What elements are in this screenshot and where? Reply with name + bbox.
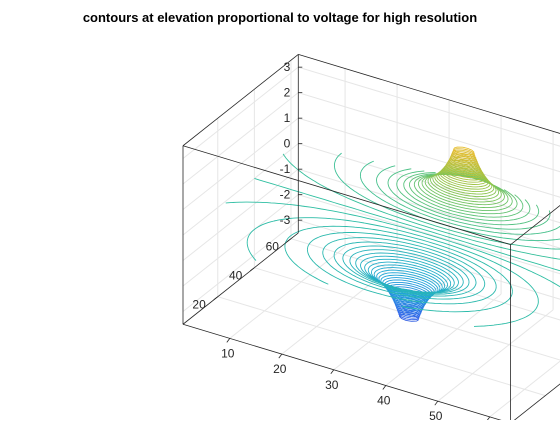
y-tick-mark	[214, 297, 218, 300]
x-tick-mark	[331, 370, 334, 374]
z-tick-label: 0	[284, 137, 291, 151]
x-tick-mark	[435, 401, 438, 405]
axes-box	[183, 54, 560, 420]
box-edge	[298, 54, 560, 153]
z-tick-label: 1	[284, 111, 291, 125]
z-tick-label: 3	[284, 60, 291, 74]
x-axis-line	[183, 324, 511, 420]
y-tick-label: 20	[192, 298, 206, 312]
grid-line	[218, 297, 546, 396]
grid-layer	[183, 60, 560, 417]
z-tick-label: -1	[280, 162, 291, 176]
x-tick-label: 50	[429, 409, 443, 420]
z-tick-label: -3	[280, 213, 291, 227]
x-tick-mark	[279, 354, 282, 358]
y-tick-label: 40	[229, 269, 243, 283]
x-tick-label: 40	[377, 393, 391, 407]
x-tick-label: 20	[273, 362, 287, 376]
grid-line	[438, 310, 553, 401]
y-tick-label: 60	[266, 240, 280, 254]
grid-line	[183, 93, 560, 192]
y-tick-mark	[250, 268, 254, 271]
grid-line	[291, 239, 560, 338]
chart-title: contours at elevation proportional to vo…	[0, 10, 560, 25]
x-tick-mark	[383, 385, 386, 389]
z-tick-label: 2	[284, 86, 291, 100]
box-edge	[511, 332, 560, 420]
grid-line	[490, 326, 560, 417]
z-tick-label: -2	[280, 188, 291, 202]
x-tick-mark	[227, 338, 230, 342]
x-tick-label: 10	[221, 346, 235, 360]
x-tick-label: 30	[325, 378, 339, 392]
